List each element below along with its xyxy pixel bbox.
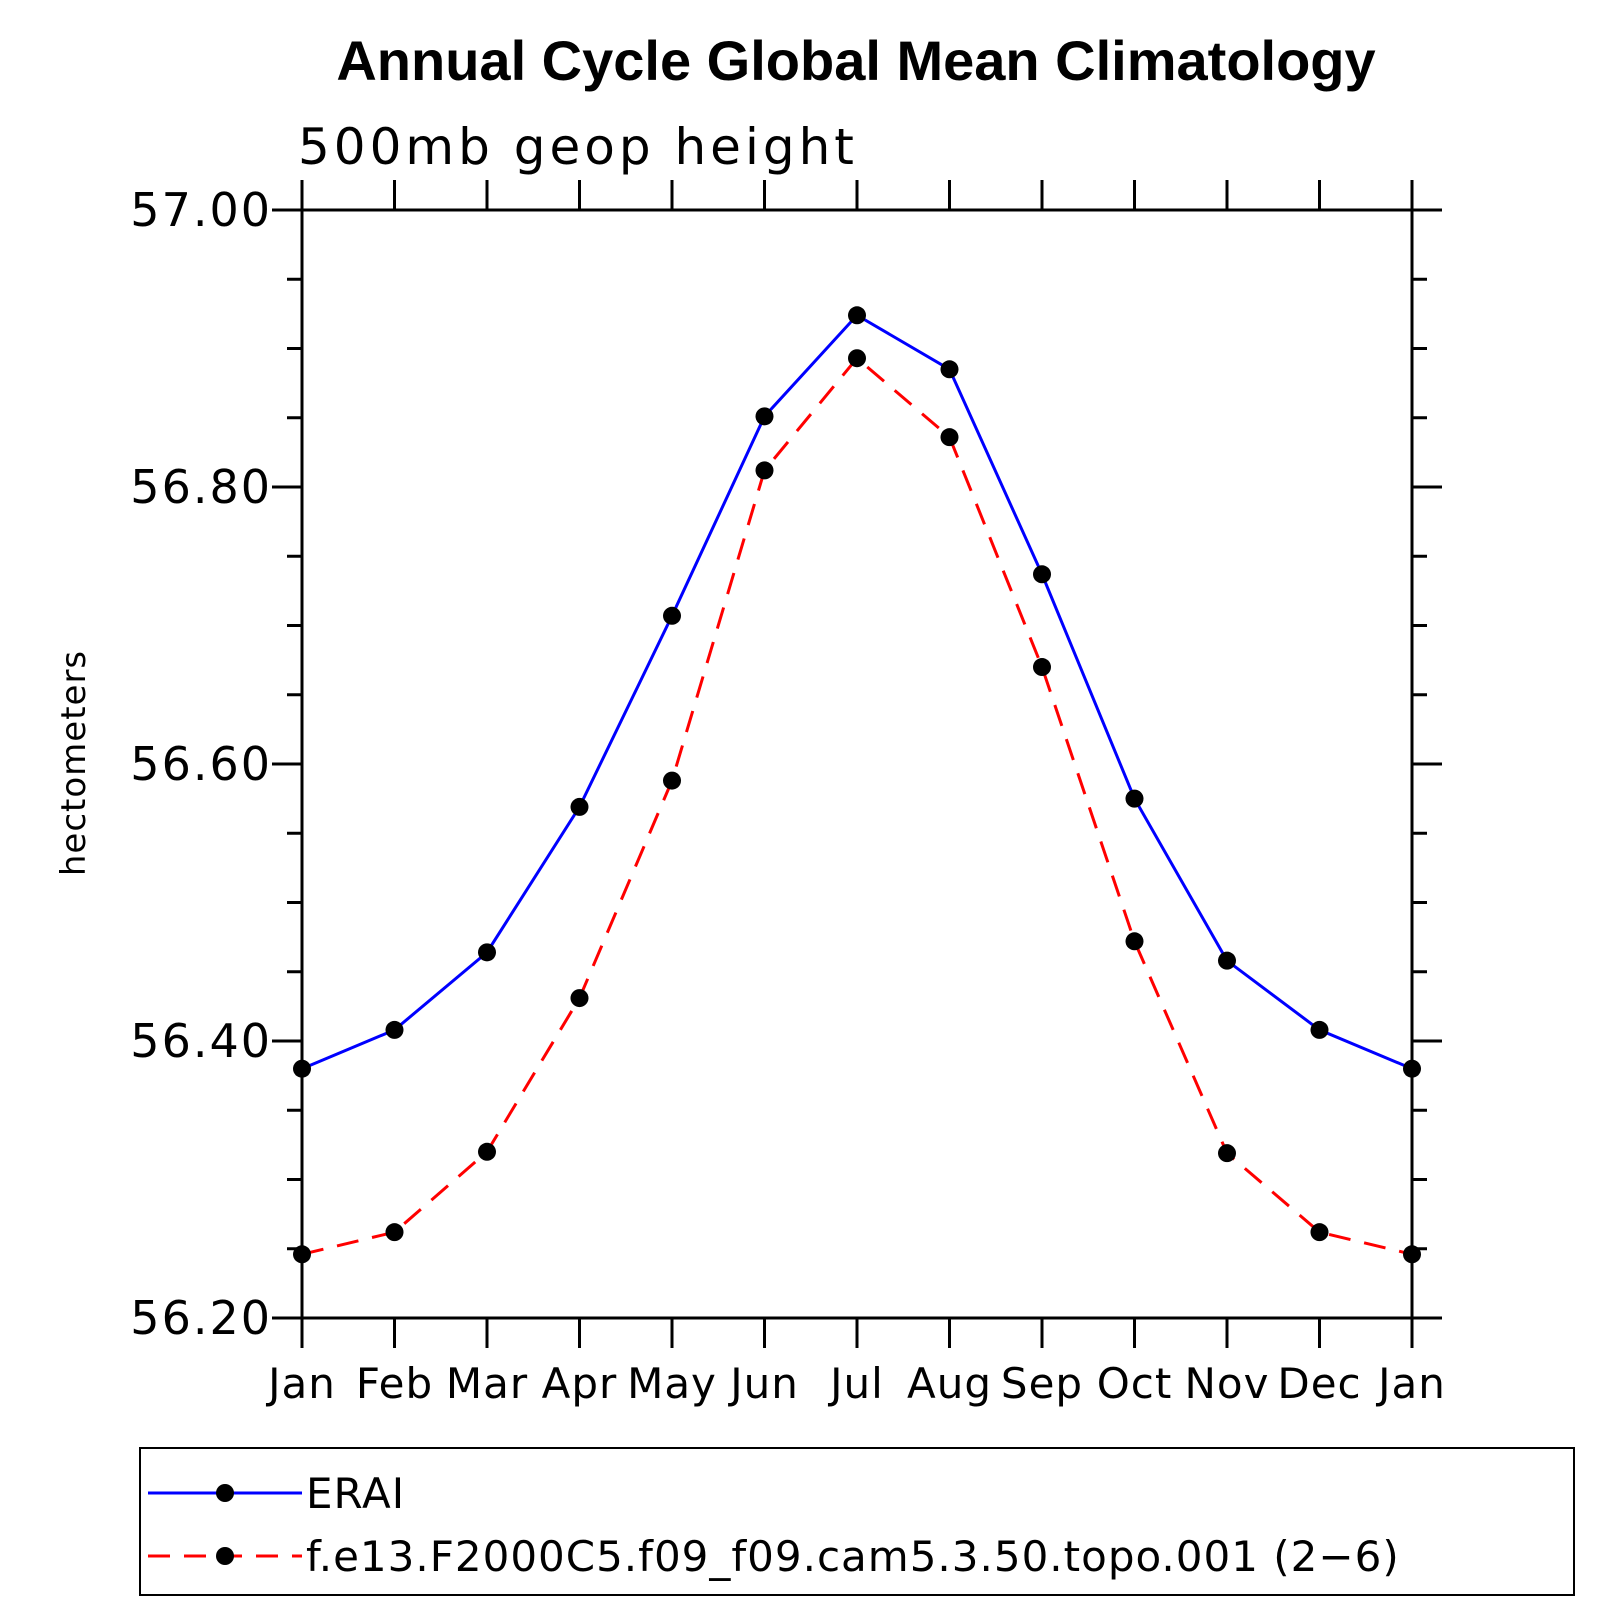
series-line-2 xyxy=(301,356,1413,1256)
x-tick-label: Feb xyxy=(356,1359,433,1408)
data-point-series-2 xyxy=(1218,1144,1236,1163)
x-tick-label: Dec xyxy=(1277,1359,1361,1408)
y-tick-label: 56.80 xyxy=(130,460,272,514)
y-tick-label: 56.20 xyxy=(130,1291,272,1345)
data-point-series-2 xyxy=(570,989,589,1008)
x-tick-label: Jul xyxy=(827,1359,884,1408)
y-axis: 56.20 56.40 56.60 56.80 57.00 xyxy=(130,183,1442,1345)
data-point-series-2 xyxy=(663,771,681,790)
data-point-series-2 xyxy=(1310,1223,1329,1242)
data-point-series-1 xyxy=(1310,1020,1329,1039)
data-point-series-2 xyxy=(1033,658,1051,677)
data-point-series-2 xyxy=(755,461,774,480)
data-point-series-2 xyxy=(940,428,959,447)
data-point-series-1 xyxy=(663,606,681,625)
data-point-series-1 xyxy=(848,306,866,325)
plot-border xyxy=(300,208,1414,1320)
data-point-series-1 xyxy=(478,943,496,962)
data-point-series-1 xyxy=(755,407,774,426)
y-tick-label: 56.60 xyxy=(130,737,272,791)
data-point-series-1 xyxy=(1218,951,1236,970)
data-point-series-1 xyxy=(1403,1059,1421,1078)
legend-label-1: ERAI xyxy=(306,1469,405,1518)
y-axis-label: hectometers xyxy=(54,650,94,876)
chart-title: Annual Cycle Global Mean Climatology xyxy=(336,29,1375,92)
legend-box xyxy=(139,1447,1575,1596)
x-tick-label: Sep xyxy=(1001,1359,1083,1408)
legend: ERAI f.e13.F2000C5.f09_f09.cam5.3.50.topo… xyxy=(139,1447,1575,1596)
x-tick-label: Jan xyxy=(265,1359,336,1408)
data-point-series-1 xyxy=(385,1020,404,1039)
x-tick-label: May xyxy=(627,1359,717,1408)
data-point-series-1 xyxy=(570,797,589,816)
x-tick-label: Mar xyxy=(446,1359,528,1408)
x-tick-label: Apr xyxy=(542,1359,618,1408)
series-layer xyxy=(293,306,1421,1264)
data-point-series-2 xyxy=(385,1223,404,1242)
legend-marker-1 xyxy=(216,1484,234,1502)
legend-label-2: f.e13.F2000C5.f09_f09.cam5.3.50.topo.001… xyxy=(306,1532,1400,1581)
data-point-series-2 xyxy=(478,1142,496,1161)
x-tick-label: Jun xyxy=(727,1359,799,1408)
data-point-series-2 xyxy=(848,349,866,368)
plot-frame xyxy=(300,208,1414,1320)
x-tick-label: Jan xyxy=(1375,1359,1446,1408)
data-point-series-2 xyxy=(1403,1245,1421,1264)
y-tick-label: 56.40 xyxy=(130,1014,272,1068)
y-tick-label: 57.00 xyxy=(130,183,272,237)
x-tick-label: Oct xyxy=(1097,1359,1173,1408)
data-point-series-2 xyxy=(1125,932,1144,951)
data-point-series-1 xyxy=(1125,789,1144,808)
data-point-series-2 xyxy=(293,1245,311,1264)
x-tick-label: Aug xyxy=(907,1359,992,1408)
x-axis: Jan Feb Mar Apr May Jun Jul Aug Sep Oct Nov Dec Jan xyxy=(265,180,1446,1408)
series-line-1 xyxy=(301,313,1413,1071)
data-point-series-1 xyxy=(940,360,959,379)
legend-marker-2 xyxy=(216,1547,234,1565)
data-point-series-1 xyxy=(1033,565,1051,584)
data-point-series-1 xyxy=(293,1059,311,1078)
x-tick-label: Nov xyxy=(1185,1359,1270,1408)
chart-subtitle: 500mb geop height xyxy=(298,118,858,176)
